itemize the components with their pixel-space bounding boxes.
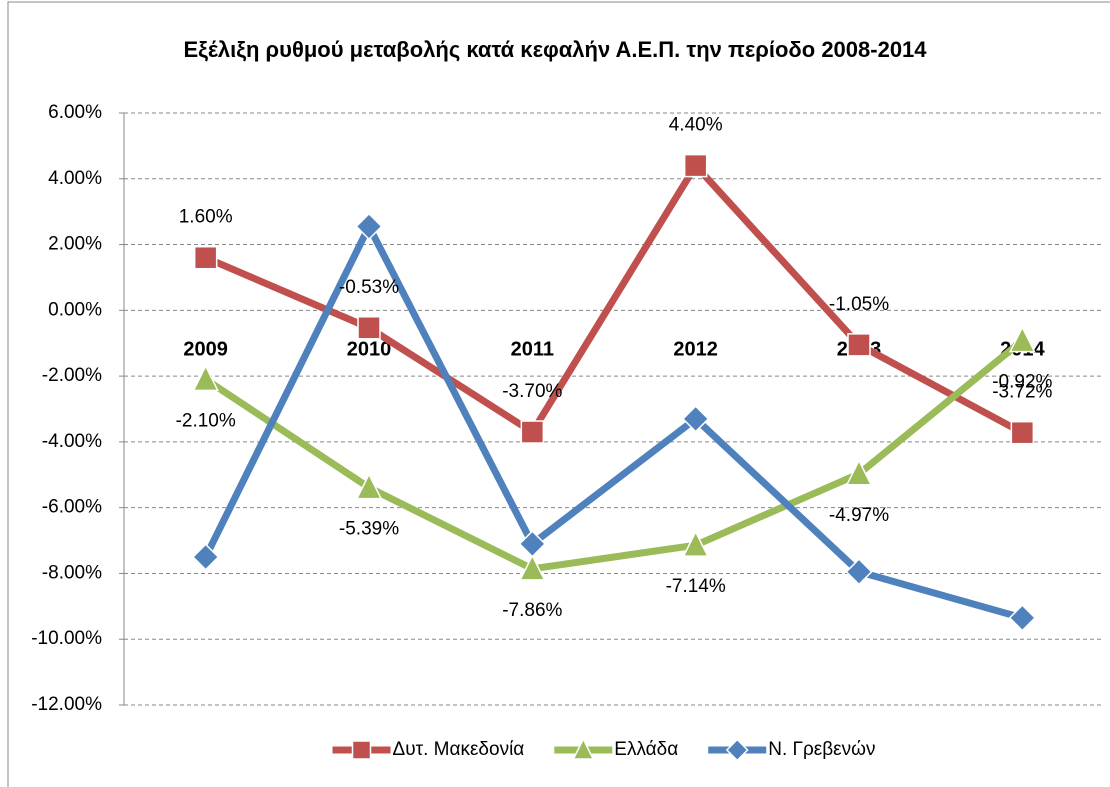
data-point bbox=[847, 333, 871, 357]
legend: Δυτ. Μακεδονία Ελλάδα Ν. Γρεβενών bbox=[332, 737, 875, 762]
data-point bbox=[520, 420, 545, 444]
legend-marker bbox=[725, 738, 749, 762]
series-line bbox=[203, 337, 1025, 573]
data-label: -3.70% bbox=[502, 381, 562, 402]
data-point bbox=[355, 212, 383, 241]
data-point bbox=[845, 558, 873, 586]
data-point bbox=[193, 245, 218, 270]
data-label: -3.72% bbox=[992, 382, 1052, 403]
data-point bbox=[357, 316, 381, 340]
data-point bbox=[1009, 325, 1036, 353]
data-point bbox=[682, 530, 709, 557]
data-label: -0.92% bbox=[992, 372, 1052, 393]
legend-marker bbox=[351, 740, 372, 760]
legend-label: Δυτ. Μακεδονία bbox=[393, 739, 525, 760]
data-label: -4.97% bbox=[829, 505, 889, 526]
data-point bbox=[518, 530, 547, 558]
y-tick-label: -6.00% bbox=[42, 497, 102, 518]
data-point bbox=[1010, 420, 1035, 445]
y-tick-label: -8.00% bbox=[42, 562, 102, 583]
x-tick-label: 2011 bbox=[511, 339, 554, 361]
y-tick-label: -10.00% bbox=[31, 628, 102, 649]
data-point bbox=[681, 405, 710, 433]
data-point bbox=[192, 364, 219, 392]
data-point bbox=[355, 472, 383, 500]
data-point bbox=[683, 153, 708, 178]
data-label: 1.60% bbox=[179, 207, 233, 228]
chart-title: Εξέλιξη ρυθμού μεταβολής κατά κεφαλήν Α.… bbox=[183, 37, 927, 62]
y-tick-label: -2.00% bbox=[42, 365, 102, 386]
frame bbox=[7, 1, 1110, 787]
y-tick-label: -12.00% bbox=[31, 694, 102, 715]
series-line bbox=[202, 222, 1024, 622]
y-tick-label: -4.00% bbox=[42, 431, 102, 452]
x-tick-label: 2012 bbox=[673, 339, 718, 361]
data-label: 4.40% bbox=[669, 115, 723, 136]
legend-label: Ν. Γρεβενών bbox=[768, 739, 875, 760]
y-tick-label: 0.00% bbox=[48, 299, 102, 320]
legend-marker bbox=[572, 737, 595, 760]
x-tick-label: 2009 bbox=[183, 339, 228, 361]
y-tick-label: 6.00% bbox=[48, 102, 102, 123]
data-label: -7.86% bbox=[502, 600, 562, 621]
data-label: -2.10% bbox=[176, 410, 236, 431]
data-point bbox=[1008, 604, 1037, 632]
data-label: -1.05% bbox=[829, 294, 889, 315]
legend-label: Ελλάδα bbox=[614, 739, 678, 760]
y-tick-label: 2.00% bbox=[48, 234, 102, 255]
y-tick-label: 4.00% bbox=[48, 168, 102, 189]
data-label: -7.14% bbox=[666, 576, 726, 597]
data-point bbox=[519, 553, 546, 581]
data-label: -5.39% bbox=[339, 519, 399, 540]
x-tick-label: 2010 bbox=[347, 339, 392, 361]
data-label: -0.53% bbox=[339, 277, 399, 298]
data-point bbox=[191, 543, 220, 571]
data-point bbox=[845, 458, 873, 486]
series-line bbox=[204, 162, 1024, 436]
